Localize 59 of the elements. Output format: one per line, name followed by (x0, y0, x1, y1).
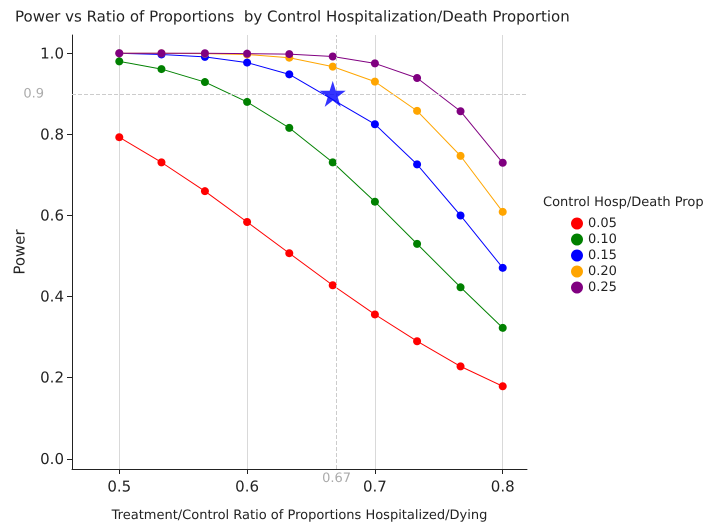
point (115, 133, 124, 142)
chart-title: Power vs Ratio of Proportions by Control Hospitalization/Death Proportion (15, 8, 570, 26)
point (285, 124, 294, 132)
point (498, 382, 507, 390)
point (370, 78, 379, 86)
point (328, 158, 337, 166)
point (456, 152, 465, 160)
legend-label: 0.10 (588, 232, 617, 247)
point (243, 218, 252, 226)
x-tick-label: 0.7 (362, 478, 387, 496)
point (370, 59, 379, 68)
ref-line-label: 0.67 (322, 471, 352, 486)
point (328, 281, 337, 290)
point (243, 98, 252, 106)
point (498, 158, 507, 167)
point (285, 249, 294, 258)
x-axis-title: Treatment/Control Ratio of Proportions Hospitalized/Dying (110, 508, 488, 523)
y-axis-title: Power (10, 228, 28, 275)
point (115, 57, 124, 66)
y-tick-label: 0.2 (40, 368, 64, 387)
point (413, 337, 422, 346)
point (370, 310, 379, 318)
x-tick-label: 0.8 (490, 478, 515, 496)
point (328, 62, 337, 71)
point (370, 120, 379, 128)
ref-line-label: 0.9 (23, 86, 44, 102)
y-tick-label: 0.6 (40, 206, 64, 224)
point (413, 160, 422, 168)
legend-title: Control Hosp/Death Prop (543, 195, 704, 210)
point (456, 283, 465, 292)
point (413, 106, 422, 115)
point (200, 187, 209, 196)
legend-label: 0.05 (588, 216, 617, 231)
y-tick-label: 1.0 (40, 44, 64, 62)
x-tick-label: 0.6 (235, 478, 260, 496)
point (157, 65, 166, 74)
y-tick-label: 0.0 (40, 450, 64, 468)
point (243, 58, 252, 67)
point (320, 80, 346, 107)
point (157, 158, 166, 166)
point (456, 362, 465, 370)
point (413, 74, 422, 82)
point (370, 198, 379, 206)
legend-label: 0.20 (588, 264, 617, 279)
y-tick-label: 0.4 (40, 288, 64, 306)
x-tick-label: 0.5 (107, 478, 132, 496)
point (456, 107, 465, 116)
legend-label: 0.25 (588, 280, 617, 295)
point (413, 240, 422, 248)
y-tick-label: 0.8 (40, 125, 64, 144)
point (285, 50, 294, 58)
point (328, 52, 337, 60)
point (200, 78, 209, 86)
point (498, 324, 507, 332)
legend-label: 0.15 (588, 248, 617, 263)
point (498, 208, 507, 216)
point (285, 70, 294, 78)
point (456, 211, 465, 220)
point (498, 264, 507, 272)
